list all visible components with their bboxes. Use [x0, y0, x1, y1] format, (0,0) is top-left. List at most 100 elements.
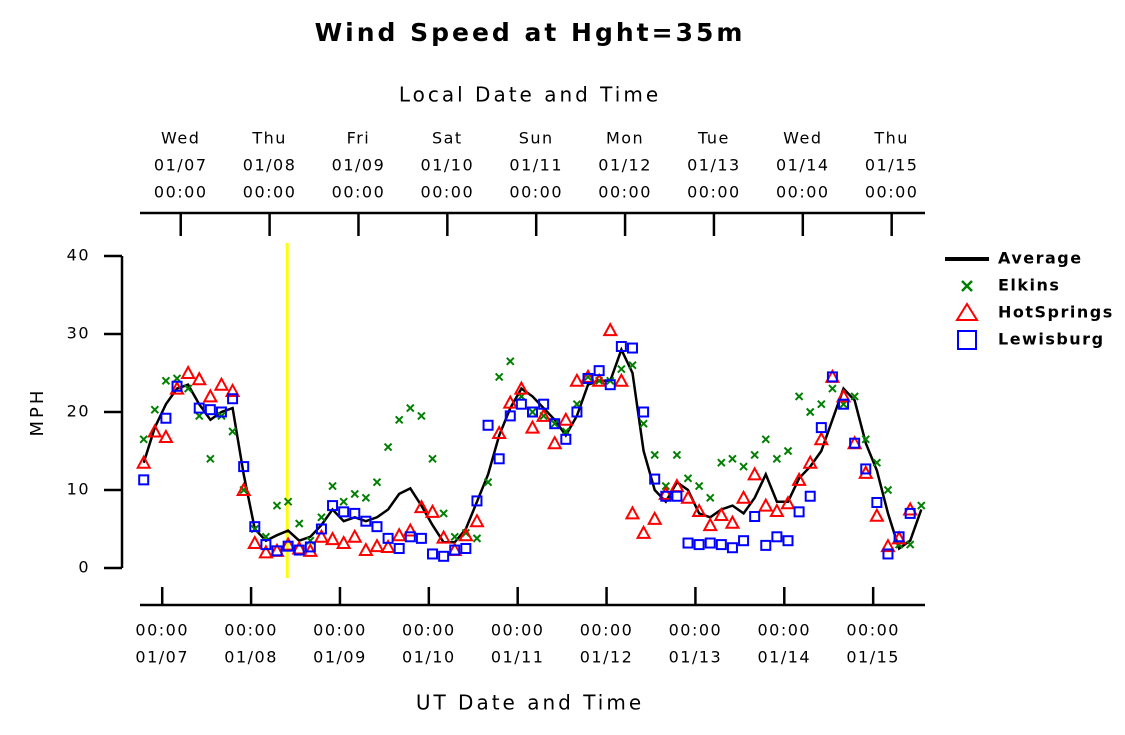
- x-marker: [694, 481, 704, 491]
- triangle-marker: [547, 435, 563, 450]
- square-marker: [538, 398, 550, 410]
- x-marker: [350, 489, 359, 499]
- triangle-marker: [680, 489, 696, 504]
- triangle-marker: [691, 502, 707, 518]
- triangle-marker: [458, 527, 474, 542]
- square-marker: [338, 506, 350, 518]
- square-marker: [804, 490, 816, 502]
- x-tick-label: 00:00: [313, 621, 367, 640]
- triangle-marker: [580, 368, 596, 383]
- triangle-marker: [591, 372, 607, 387]
- x2-tick-label: Sun: [519, 129, 554, 148]
- x2-tick-label: Sat: [432, 129, 463, 148]
- x2-axis-title: Local Date and Time: [399, 83, 661, 107]
- x-tick-label: 00:00: [491, 621, 545, 640]
- x2-tick-label: 01/10: [421, 156, 475, 175]
- triangle-marker: [858, 464, 874, 479]
- triangle-marker: [746, 466, 763, 481]
- triangle-marker: [369, 538, 385, 553]
- triangle-marker: [169, 380, 185, 395]
- triangle-marker: [358, 541, 374, 557]
- x-marker: [728, 454, 737, 464]
- x-marker: [394, 415, 404, 425]
- square-marker: [615, 340, 627, 352]
- x2-tick-label: 01/08: [243, 156, 297, 175]
- legend-label: Average: [998, 249, 1083, 268]
- square-marker: [215, 406, 227, 418]
- triangle-marker: [324, 531, 341, 546]
- square-marker: [793, 506, 805, 518]
- x-marker: [383, 442, 393, 452]
- x-tick-label: 00:00: [846, 621, 900, 640]
- y-tick-label: 0: [78, 558, 90, 577]
- series-line: [142, 346, 923, 551]
- square-marker: [349, 507, 361, 519]
- triangle-marker: [635, 524, 652, 539]
- x-marker: [528, 407, 537, 417]
- triangle-marker: [469, 513, 485, 528]
- square-marker: [293, 544, 305, 556]
- x-marker: [750, 450, 759, 460]
- square-marker: [160, 412, 172, 424]
- x-marker: [406, 403, 415, 413]
- x-marker: [639, 419, 648, 428]
- triangle-marker: [158, 428, 174, 443]
- square-marker: [204, 404, 216, 416]
- x2-tick-label: Wed: [783, 129, 822, 148]
- x-tick-label: 01/07: [135, 648, 189, 667]
- square-marker: [749, 511, 761, 523]
- square-marker: [415, 532, 427, 544]
- square-marker: [382, 532, 394, 544]
- x-marker: [828, 384, 837, 393]
- triangle-marker: [413, 499, 430, 514]
- square-marker: [427, 548, 439, 560]
- x2-tick-label: 00:00: [332, 183, 386, 202]
- square-marker: [515, 398, 527, 410]
- triangle-marker: [791, 471, 807, 486]
- x2-tick-label: 00:00: [776, 183, 830, 202]
- x-marker: [872, 458, 882, 467]
- x2-tick-label: 01/12: [598, 156, 652, 175]
- square-marker: [682, 537, 694, 549]
- x-marker: [228, 427, 237, 436]
- square-marker: [449, 544, 461, 556]
- x-marker: [717, 458, 726, 467]
- x-axis-title: UT Date and Time: [416, 691, 644, 715]
- square-marker: [327, 500, 339, 512]
- square-marker: [726, 542, 738, 554]
- square-marker: [771, 531, 783, 543]
- square-marker: [815, 422, 827, 434]
- triangle-marker: [602, 322, 618, 337]
- x-marker: [450, 532, 459, 542]
- triangle-marker: [758, 497, 774, 512]
- triangle-marker: [502, 394, 518, 409]
- x-marker: [328, 481, 337, 491]
- triangle-marker: [402, 522, 418, 537]
- x2-tick-label: 01/13: [687, 156, 741, 175]
- x-tick-label: 01/09: [313, 648, 367, 667]
- triangle-marker: [302, 542, 319, 557]
- x2-tick-label: 01/09: [332, 156, 386, 175]
- square-marker: [238, 461, 250, 473]
- triangle-marker: [558, 411, 574, 426]
- x2-tick-label: 01/11: [509, 156, 563, 175]
- triangle-marker: [735, 489, 752, 504]
- square-marker: [582, 372, 594, 384]
- square-marker: [271, 545, 283, 557]
- triangle-marker: [280, 536, 296, 551]
- square-marker: [393, 543, 405, 554]
- triangle-marker: [247, 534, 263, 550]
- x-tick-label: 01/08: [224, 648, 278, 667]
- square-marker: [360, 515, 372, 527]
- triangle-marker: [435, 529, 452, 544]
- x-marker: [650, 450, 659, 460]
- square-marker: [504, 410, 516, 422]
- square-marker: [604, 379, 616, 391]
- x2-tick-label: Wed: [161, 129, 200, 148]
- square-marker: [715, 539, 727, 551]
- legend-label: Elkins: [998, 276, 1060, 295]
- x-marker: [483, 477, 493, 487]
- square-marker: [171, 380, 183, 392]
- triangle-marker: [347, 528, 363, 543]
